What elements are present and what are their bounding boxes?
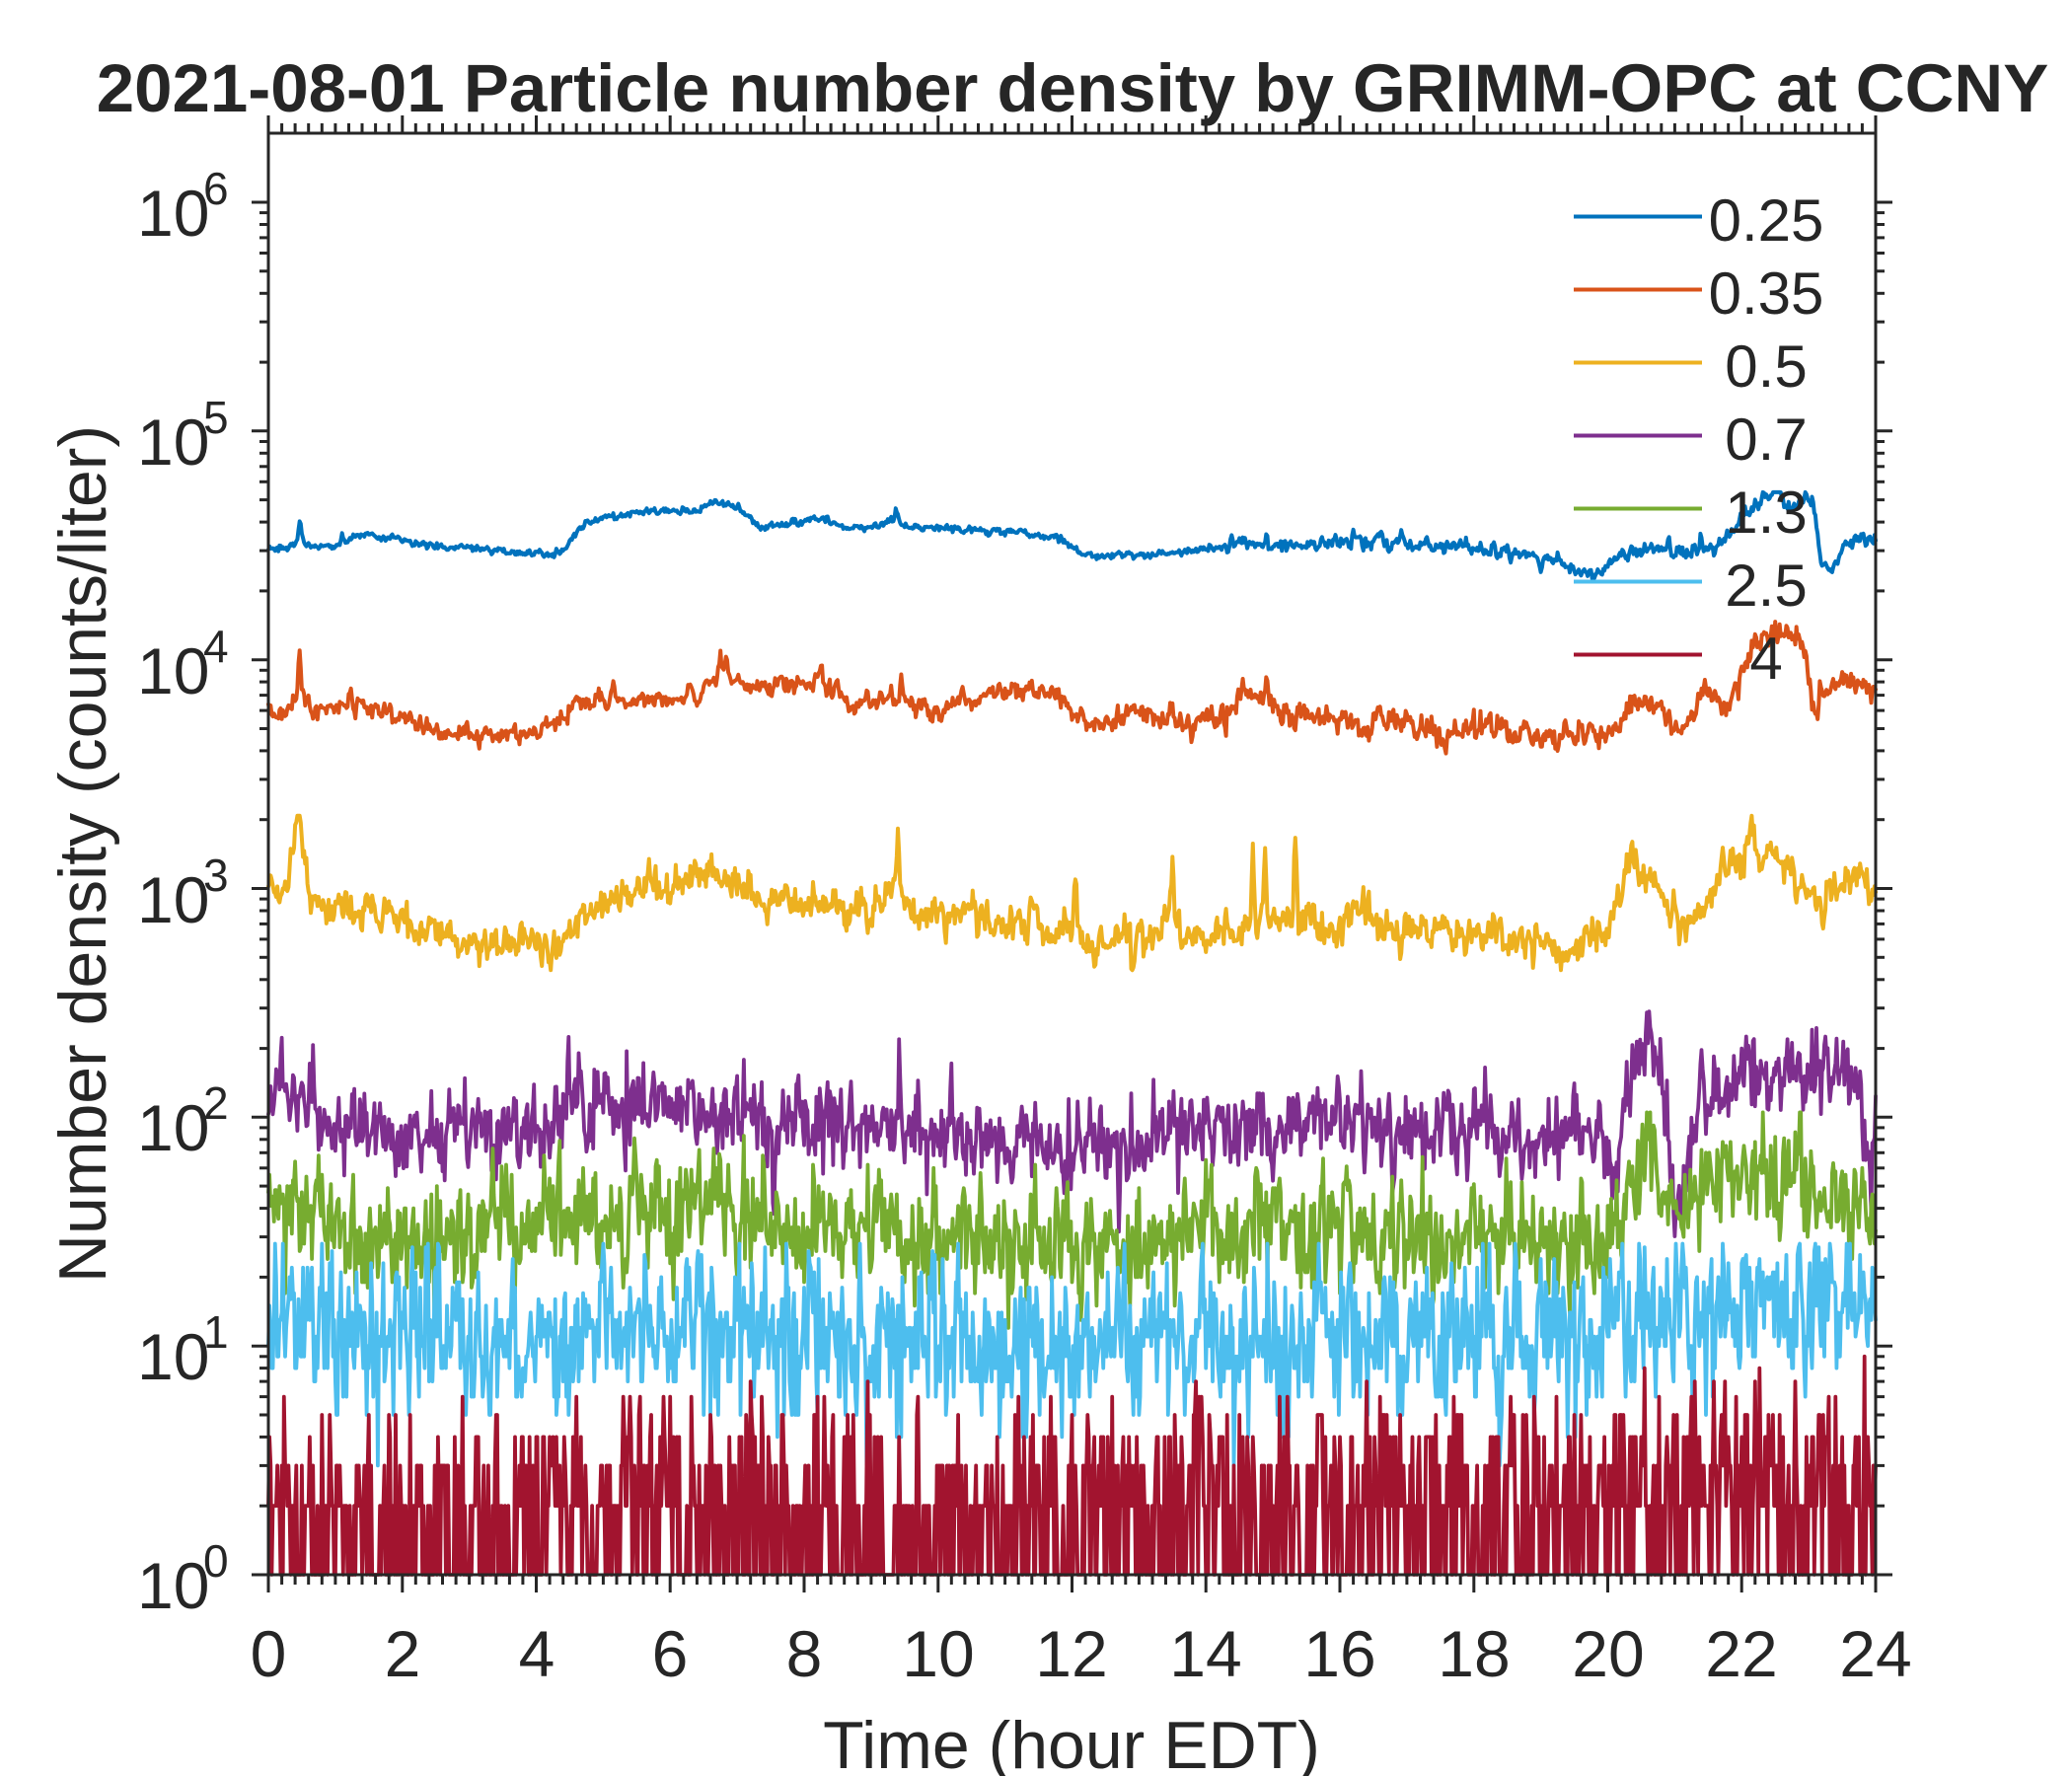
- svg-text:Time (hour EDT): Time (hour EDT): [823, 1708, 1320, 1776]
- svg-text:1: 1: [203, 1306, 229, 1358]
- svg-text:10: 10: [137, 1549, 209, 1622]
- svg-text:12: 12: [1035, 1617, 1107, 1690]
- svg-text:4: 4: [203, 621, 229, 672]
- svg-text:10: 10: [137, 863, 209, 936]
- svg-text:2.5: 2.5: [1725, 553, 1807, 619]
- svg-text:22: 22: [1705, 1617, 1777, 1690]
- svg-text:20: 20: [1572, 1617, 1644, 1690]
- svg-text:0.35: 0.35: [1709, 260, 1824, 327]
- svg-text:5: 5: [203, 392, 229, 443]
- svg-text:4: 4: [519, 1617, 555, 1690]
- svg-text:2021-08-01 Particle number den: 2021-08-01 Particle number density by GR…: [97, 50, 2049, 126]
- svg-text:10: 10: [137, 1320, 209, 1393]
- svg-text:10: 10: [902, 1617, 974, 1690]
- svg-text:8: 8: [786, 1617, 823, 1690]
- svg-text:0.5: 0.5: [1725, 333, 1807, 400]
- svg-text:0: 0: [251, 1617, 287, 1690]
- svg-text:1.3: 1.3: [1725, 480, 1807, 546]
- svg-text:2: 2: [203, 1077, 229, 1129]
- svg-text:24: 24: [1839, 1617, 1911, 1690]
- svg-text:10: 10: [137, 177, 209, 250]
- svg-text:6: 6: [203, 163, 229, 214]
- svg-text:3: 3: [203, 850, 229, 901]
- svg-text:10: 10: [137, 634, 209, 707]
- svg-text:0.25: 0.25: [1709, 187, 1824, 254]
- svg-text:0: 0: [203, 1535, 229, 1587]
- svg-text:Number density (counts/liter): Number density (counts/liter): [45, 425, 120, 1283]
- svg-text:4: 4: [1749, 626, 1782, 692]
- svg-text:0.7: 0.7: [1725, 407, 1807, 473]
- svg-text:18: 18: [1438, 1617, 1510, 1690]
- svg-text:14: 14: [1169, 1617, 1241, 1690]
- svg-text:10: 10: [137, 406, 209, 479]
- svg-text:6: 6: [652, 1617, 689, 1690]
- svg-text:2: 2: [385, 1617, 421, 1690]
- svg-text:16: 16: [1303, 1617, 1375, 1690]
- svg-text:10: 10: [137, 1091, 209, 1164]
